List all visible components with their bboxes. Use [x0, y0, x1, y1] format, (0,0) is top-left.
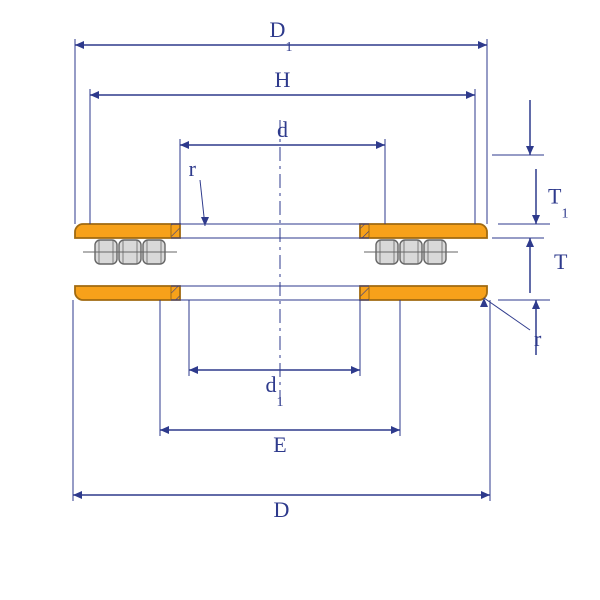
bearing-diagram: D1 Hd d1 E D T1 Tr r [0, 0, 600, 600]
dim-label: T [554, 249, 568, 274]
section-hatch [171, 286, 180, 300]
race [75, 286, 180, 300]
dim-label: H [275, 67, 291, 92]
section-hatch [360, 286, 369, 300]
section-hatch [171, 224, 180, 238]
race [75, 224, 180, 238]
r-label: r [189, 156, 197, 181]
section-hatch [360, 224, 369, 238]
dim-label: D1 [270, 17, 293, 55]
dim-label: d1 [266, 372, 284, 410]
dim-label: T1 [548, 184, 568, 222]
race [360, 286, 487, 300]
dim-label: D [274, 497, 290, 522]
dim-label: d [277, 117, 288, 142]
dim-label: E [273, 432, 286, 457]
r-label: r [534, 326, 542, 351]
race [360, 224, 487, 238]
